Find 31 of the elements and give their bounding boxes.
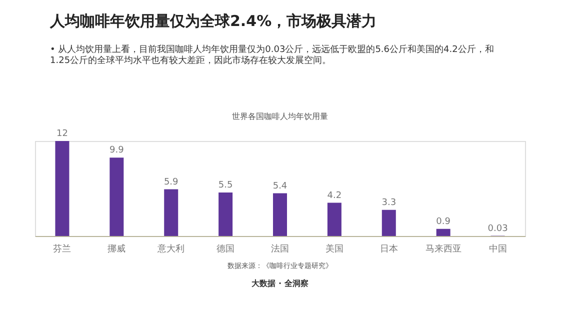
- data-label: 12: [56, 129, 68, 139]
- data-label: 4.2: [327, 190, 342, 201]
- data-label: 3.3: [382, 198, 396, 208]
- data-label: 0.9: [436, 216, 451, 227]
- x-tick-label: 日本: [380, 244, 398, 254]
- x-tick-label: 马来西亚: [425, 244, 462, 254]
- x-tick-label: 芬兰: [53, 244, 72, 254]
- bar: [110, 158, 124, 236]
- bar: [382, 210, 396, 236]
- data-label: 5.4: [272, 181, 288, 192]
- bar: [164, 189, 178, 236]
- text: 世界各国咖啡人均年饮用量: [232, 112, 328, 121]
- bar: [218, 192, 233, 236]
- x-tick-label: 中国: [488, 244, 507, 254]
- x-tick-label: 挪威: [108, 244, 126, 254]
- x-tick-label: 法国: [271, 244, 289, 254]
- data-label: 0.03: [488, 224, 508, 234]
- data-label: 5.9: [164, 177, 179, 188]
- x-tick-label: 美国: [325, 244, 344, 254]
- data-label: 5.5: [218, 180, 233, 190]
- chart-title: 人均咖啡年饮用量仅为全球2.4%，市场极具潜力: [49, 12, 377, 30]
- bar: [436, 228, 450, 236]
- text: 大数据 · 全洞察: [252, 278, 308, 288]
- text: 1.25公斤的全球平均水平也有较大差距，因此市场存在较大发展空间。: [50, 56, 332, 66]
- bar: [273, 193, 287, 236]
- x-tick-label: 意大利: [156, 244, 185, 254]
- x-tick-label: 德国: [216, 244, 235, 254]
- text: • 从人均饮用量上看，目前我国咖啡人均年饮用量仅为0.03公斤，远远低于欧盟的5.6公斤和美国的4.2公斤，和: [50, 45, 494, 55]
- data-label: 9.9: [110, 146, 124, 156]
- bar: [55, 141, 70, 236]
- bar: [327, 202, 342, 236]
